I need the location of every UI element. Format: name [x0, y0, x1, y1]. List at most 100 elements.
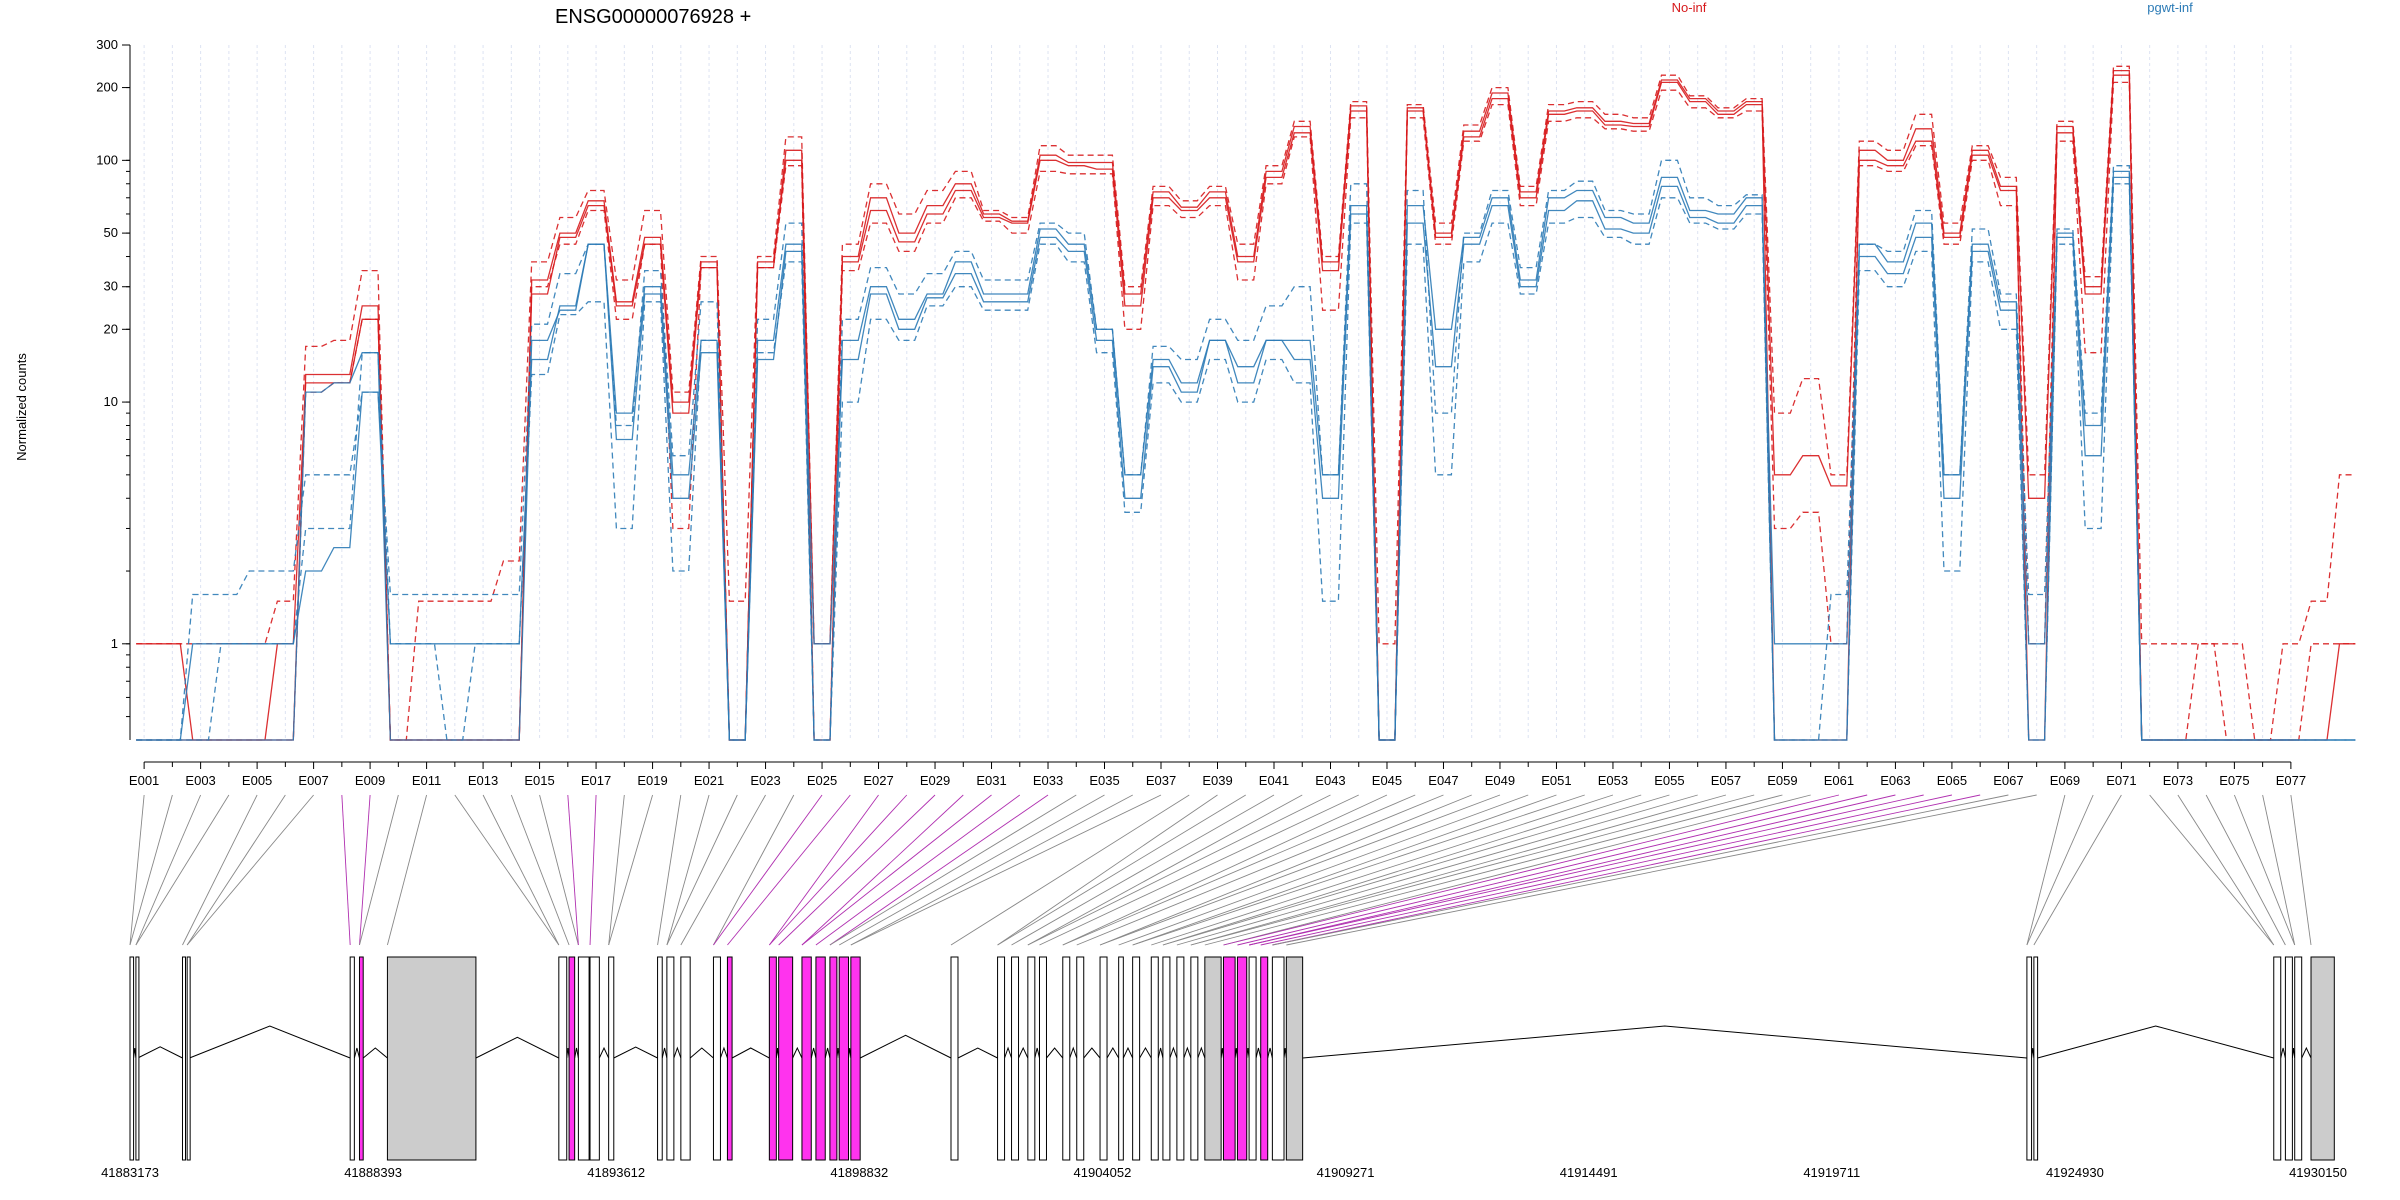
- exon-box: [1062, 956, 1071, 1161]
- x-tick-label: E027: [863, 773, 893, 788]
- connector-line: [1132, 794, 1557, 946]
- x-tick-label: E007: [298, 773, 328, 788]
- genome-tick-label: 41888393: [344, 1165, 402, 1180]
- exon-box-highlighted: [358, 956, 364, 1161]
- connector-line: [386, 794, 428, 946]
- intron: [2301, 1046, 2312, 1059]
- connector-line: [801, 794, 992, 946]
- x-tick-label: E047: [1428, 773, 1458, 788]
- exon-box-highlighted: [1222, 956, 1236, 1161]
- genome-tick-label: 41914491: [1560, 1165, 1618, 1180]
- connector-line: [1237, 794, 1868, 946]
- intron: [1139, 1047, 1152, 1059]
- intron: [1034, 1047, 1040, 1059]
- connector-line: [1190, 794, 1755, 946]
- legend-label-pgwt-inf: pgwt-inf: [2147, 0, 2193, 15]
- connector-line: [186, 794, 286, 946]
- exon-box: [1176, 956, 1185, 1161]
- exon-box-highlighted: [778, 956, 794, 1161]
- exon-box: [1027, 956, 1036, 1161]
- exon-box-highlighted: [568, 956, 576, 1161]
- exon-box: [1162, 956, 1171, 1161]
- x-tick-label: E013: [468, 773, 498, 788]
- exon-box: [558, 956, 568, 1161]
- connector-line: [997, 794, 1218, 946]
- genome-tick-label: 41883173: [101, 1165, 159, 1180]
- series-line-pgwt-inf: [136, 170, 2356, 741]
- exon-connectors: [129, 794, 2312, 946]
- exon-box: [1038, 956, 1047, 1161]
- y-tick-label: 300: [96, 37, 118, 52]
- intron: [613, 1046, 658, 1059]
- intron: [824, 1047, 831, 1059]
- connector-line: [454, 794, 560, 946]
- x-tick-label: E051: [1541, 773, 1571, 788]
- connector-line: [1286, 794, 2037, 946]
- connector-line: [1176, 794, 1698, 946]
- vertical-gridlines: [143, 45, 2292, 740]
- x-tick-label: E065: [1937, 773, 1967, 788]
- intron: [1069, 1046, 1078, 1059]
- connector-line: [1272, 794, 1981, 946]
- intron: [859, 1034, 952, 1059]
- y-axis-label: Normalized counts: [14, 353, 29, 461]
- connector-line: [829, 794, 1077, 946]
- series-line-pgwt-inf: [136, 159, 2356, 741]
- connector-line: [359, 794, 399, 946]
- connector-line: [1099, 794, 1501, 946]
- intron: [810, 1047, 817, 1059]
- exon-box: [181, 956, 186, 1161]
- genome-tick-label: 41893612: [587, 1165, 645, 1180]
- x-tick-label: E001: [129, 773, 159, 788]
- connector-line: [1027, 794, 1303, 946]
- exon-box-highlighted: [1236, 956, 1248, 1161]
- genome-tick-label: 41919711: [1803, 1165, 1860, 1180]
- connector-line: [2205, 794, 2286, 946]
- genome-tick-label: 41898832: [830, 1165, 888, 1180]
- x-tick-label: E015: [524, 773, 554, 788]
- exon-box: [1204, 956, 1222, 1161]
- intron: [689, 1047, 714, 1059]
- connector-line: [1062, 794, 1388, 946]
- exon-box: [2026, 956, 2033, 1161]
- x-tick-label: E037: [1146, 773, 1176, 788]
- connector-line: [1272, 794, 2009, 946]
- x-tick-label: E055: [1654, 773, 1684, 788]
- x-tick-label: E039: [1202, 773, 1232, 788]
- x-tick-label: E075: [2219, 773, 2249, 788]
- x-tick-label: E031: [976, 773, 1006, 788]
- intron: [1004, 1046, 1013, 1059]
- intron: [1083, 1047, 1101, 1059]
- genome-tick-label: 41904052: [1074, 1165, 1132, 1180]
- exon-box-highlighted: [726, 956, 733, 1161]
- x-tick-label: E035: [1089, 773, 1119, 788]
- x-tick-label: E041: [1259, 773, 1289, 788]
- connector-line: [182, 794, 258, 946]
- exon-box: [2284, 956, 2293, 1161]
- intron: [1197, 1046, 1206, 1059]
- x-tick-label: E063: [1880, 773, 1910, 788]
- exon-box: [666, 956, 675, 1161]
- connector-line: [1027, 794, 1331, 946]
- connector-line: [608, 794, 625, 946]
- exon-box: [1132, 956, 1141, 1161]
- connector-line: [769, 794, 908, 946]
- connector-line: [2233, 794, 2296, 946]
- connector-line: [510, 794, 570, 946]
- intron: [1183, 1046, 1192, 1059]
- intron: [137, 1046, 183, 1059]
- exon-box: [1118, 956, 1124, 1161]
- x-tick-label: E049: [1485, 773, 1515, 788]
- x-tick-label: E071: [2106, 773, 2136, 788]
- intron: [475, 1036, 560, 1059]
- intron: [1255, 1047, 1262, 1059]
- connector-line: [135, 794, 230, 946]
- exon-box: [2033, 956, 2039, 1161]
- exon-box: [712, 956, 721, 1161]
- x-tick-label: E045: [1372, 773, 1402, 788]
- exon-box: [608, 956, 615, 1161]
- connector-line: [838, 794, 1105, 946]
- intron: [957, 1047, 998, 1059]
- y-tick-label: 1: [111, 636, 118, 651]
